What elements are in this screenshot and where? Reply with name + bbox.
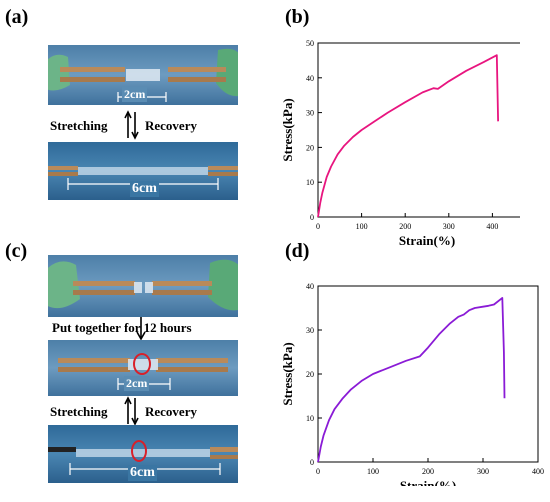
recovery-label-a: Recovery <box>145 118 197 133</box>
x-tick-label: 200 <box>399 222 411 231</box>
series-line <box>317 296 506 463</box>
panel-label-a: (a) <box>5 6 29 28</box>
y-tick-label: 20 <box>306 370 314 379</box>
panel-label-d: (d) <box>285 240 310 262</box>
x-tick-label: 0 <box>316 222 320 231</box>
put-together-label: Put together for 12 hours <box>52 320 192 335</box>
measure-a-bottom: 6cm <box>130 181 159 197</box>
y-tick-label: 0 <box>310 458 314 467</box>
measure-c-bottom: 6cm <box>128 465 157 481</box>
stretching-label-c: Stretching <box>50 404 108 419</box>
y-tick-label: 50 <box>306 39 314 48</box>
x-axis-label: Strain(%) <box>399 233 455 248</box>
photo-c-cut-art <box>48 259 238 311</box>
stress-strain-chart-d: 0 100 200 300 400 0 10 20 30 40 Strain(%) Stress(kP… <box>280 282 544 486</box>
stretching-label-a: Stretching <box>50 118 108 133</box>
double-arrow-icon-c <box>124 396 140 426</box>
series-line <box>317 54 499 218</box>
photo-a-relaxed-art <box>48 48 238 102</box>
y-axis-label: Stress(kPa) <box>280 98 295 161</box>
stress-strain-chart-b: 010020030040050001020304050Strain(%)Stre… <box>280 39 520 248</box>
x-tick-label: 200 <box>422 467 434 476</box>
x-tick-label: 400 <box>486 222 498 231</box>
y-tick-label: 10 <box>306 414 314 423</box>
photo-a-relaxed: 2cm <box>48 45 238 105</box>
plot-frame <box>317 42 520 218</box>
x-tick-label: 100 <box>356 222 368 231</box>
y-axis-label: Stress(kPa) <box>280 342 295 405</box>
photo-c-stretched: 6cm <box>48 425 238 483</box>
panel-label-b: (b) <box>285 6 310 28</box>
x-tick-label: 400 <box>532 467 544 476</box>
y-tick-label: 0 <box>310 213 314 222</box>
panel-label-c: (c) <box>5 240 28 262</box>
y-tick-label: 30 <box>306 326 314 335</box>
photo-c-cut <box>48 255 238 317</box>
x-tick-label: 300 <box>477 467 489 476</box>
x-tick-label: 300 <box>443 222 455 231</box>
down-arrow-icon <box>136 316 146 341</box>
measure-a-top: 2cm <box>122 87 148 102</box>
y-tick-label: 20 <box>306 143 314 152</box>
photo-a-stretched: 6cm <box>48 142 238 200</box>
x-tick-label: 100 <box>367 467 379 476</box>
y-tick-label: 30 <box>306 109 314 118</box>
photo-c-healed: 2cm <box>48 340 238 396</box>
recovery-label-c: Recovery <box>145 404 197 419</box>
x-axis-label: Strain(%) <box>400 478 456 486</box>
double-arrow-icon-a <box>124 110 140 140</box>
y-tick-label: 40 <box>306 74 314 83</box>
x-tick-label: 0 <box>316 467 320 476</box>
measure-c-middle: 2cm <box>124 376 150 391</box>
y-tick-label: 10 <box>306 178 314 187</box>
y-tick-label: 40 <box>306 282 314 291</box>
